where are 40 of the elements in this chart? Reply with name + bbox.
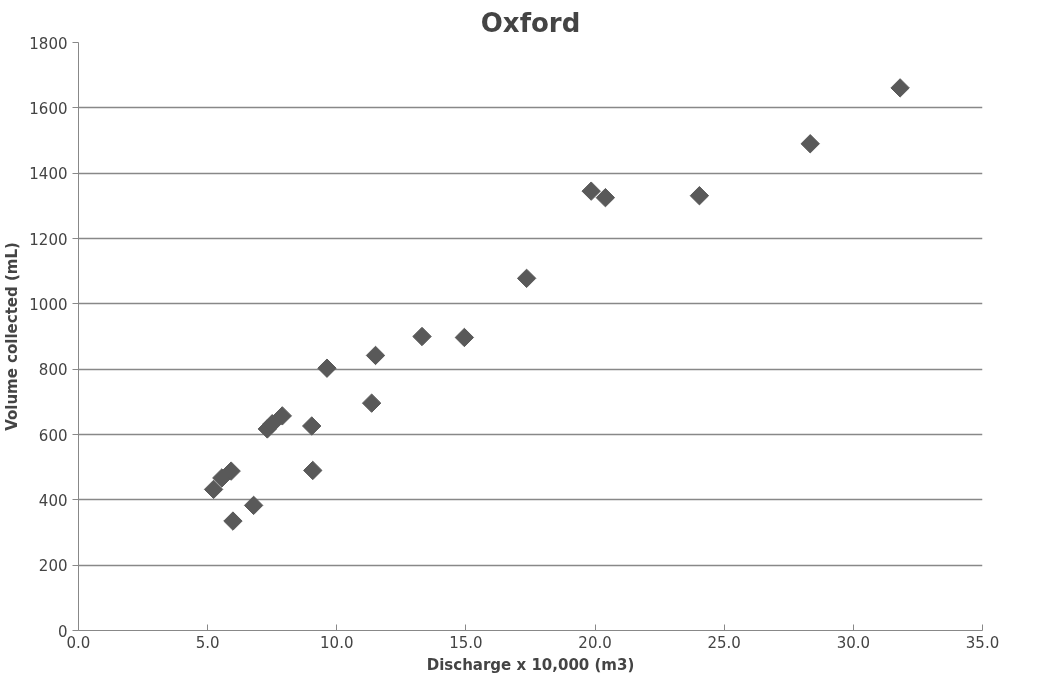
x-axis-title: Discharge x 10,000 (m3) (426, 655, 635, 674)
x-tick-label: 10.0 (320, 633, 354, 652)
y-tick-label: 1000 (29, 295, 68, 314)
point (243, 495, 264, 516)
point (800, 134, 820, 154)
point (223, 511, 243, 531)
point (317, 358, 337, 378)
x-tick-label: 25.0 (707, 633, 741, 652)
y-tick-label: 800 (38, 361, 68, 380)
x-tick-label: 5.0 (195, 633, 220, 652)
x-tick-label: 0.0 (66, 633, 91, 652)
point (365, 345, 386, 366)
x-tick-label: 35.0 (965, 633, 1000, 652)
point (890, 78, 910, 98)
point (272, 406, 292, 426)
y-tick-label: 0 (57, 622, 68, 641)
y-tick-label: 1400 (29, 165, 68, 184)
x-tick-label: 30.0 (836, 633, 871, 652)
point (412, 326, 432, 347)
point (203, 479, 224, 500)
y-tick-label: 1200 (29, 230, 68, 249)
point (689, 186, 710, 206)
y-tick-label: 1800 (29, 34, 68, 53)
point (595, 187, 616, 208)
point (302, 416, 322, 436)
x-tick-label: 15.0 (449, 633, 483, 652)
point (581, 181, 601, 201)
x-tick-label: 20.0 (578, 633, 612, 652)
y-tick-label: 600 (38, 426, 68, 445)
point (516, 268, 537, 289)
y-axis-title: Volume collected (mL) (3, 242, 22, 431)
point (262, 414, 282, 434)
chart-title: Oxford (480, 7, 581, 38)
point (221, 461, 241, 481)
y-tick-label: 1600 (29, 99, 68, 118)
point (361, 393, 382, 413)
point (454, 327, 475, 348)
y-tick-label: 200 (38, 557, 68, 576)
y-tick-label: 400 (38, 491, 68, 510)
point (303, 460, 323, 481)
